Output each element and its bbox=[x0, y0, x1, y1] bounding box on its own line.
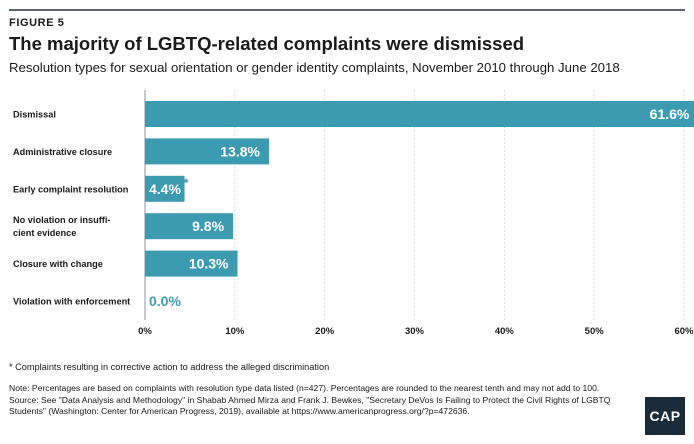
asterisk-marker: * bbox=[184, 176, 189, 190]
category-label: Violation with enforcement bbox=[13, 297, 130, 307]
value-label: 61.6% bbox=[650, 106, 690, 122]
chart-title: The majority of LGBTQ-related complaints… bbox=[9, 33, 525, 54]
note-text: Note: Percentages are based on complaint… bbox=[9, 383, 600, 393]
bar-chart: 0% 10% 20% 30% 40% 50% 60% Dismissal 61.6% Admini… bbox=[13, 90, 694, 337]
category-label: Early complaint resolution bbox=[13, 184, 129, 194]
bar bbox=[145, 101, 694, 127]
bar bbox=[145, 250, 238, 277]
value-label: 10.3% bbox=[189, 256, 229, 272]
x-tick-label: 20% bbox=[315, 326, 335, 337]
chart-subtitle: Resolution types for sexual orientation … bbox=[9, 60, 620, 75]
x-tick-label: 30% bbox=[405, 326, 425, 337]
value-label: 13.8% bbox=[220, 143, 260, 159]
value-label: 4.4% bbox=[149, 181, 181, 197]
asterisk-marker: * bbox=[232, 251, 237, 265]
bar bbox=[145, 138, 269, 165]
x-tick-label: 60% bbox=[674, 326, 694, 337]
category-label: Closure with change bbox=[13, 259, 103, 269]
category-label: Dismissal bbox=[13, 110, 56, 120]
figure-label: FIGURE 5 bbox=[9, 17, 65, 29]
notes-block: Note: Percentages are based on complaint… bbox=[9, 383, 629, 418]
bar bbox=[145, 213, 234, 240]
x-tick-label: 40% bbox=[495, 326, 515, 337]
x-tick-label: 0% bbox=[138, 326, 152, 337]
x-tick-label: 50% bbox=[585, 326, 605, 337]
value-label: 9.8% bbox=[192, 218, 224, 234]
footnote: * Complaints resulting in corrective act… bbox=[9, 362, 330, 372]
value-label: 0.0% bbox=[149, 293, 181, 309]
category-label: No violation or insuffi-cient evidence bbox=[13, 215, 110, 238]
top-rule bbox=[9, 9, 685, 11]
source-text: Source: See "Data Analysis and Methodolo… bbox=[9, 394, 611, 417]
x-tick-label: 10% bbox=[225, 326, 245, 337]
category-label: Administrative closure bbox=[13, 147, 112, 157]
cap-logo: CAP bbox=[645, 397, 685, 435]
bar bbox=[145, 175, 185, 202]
